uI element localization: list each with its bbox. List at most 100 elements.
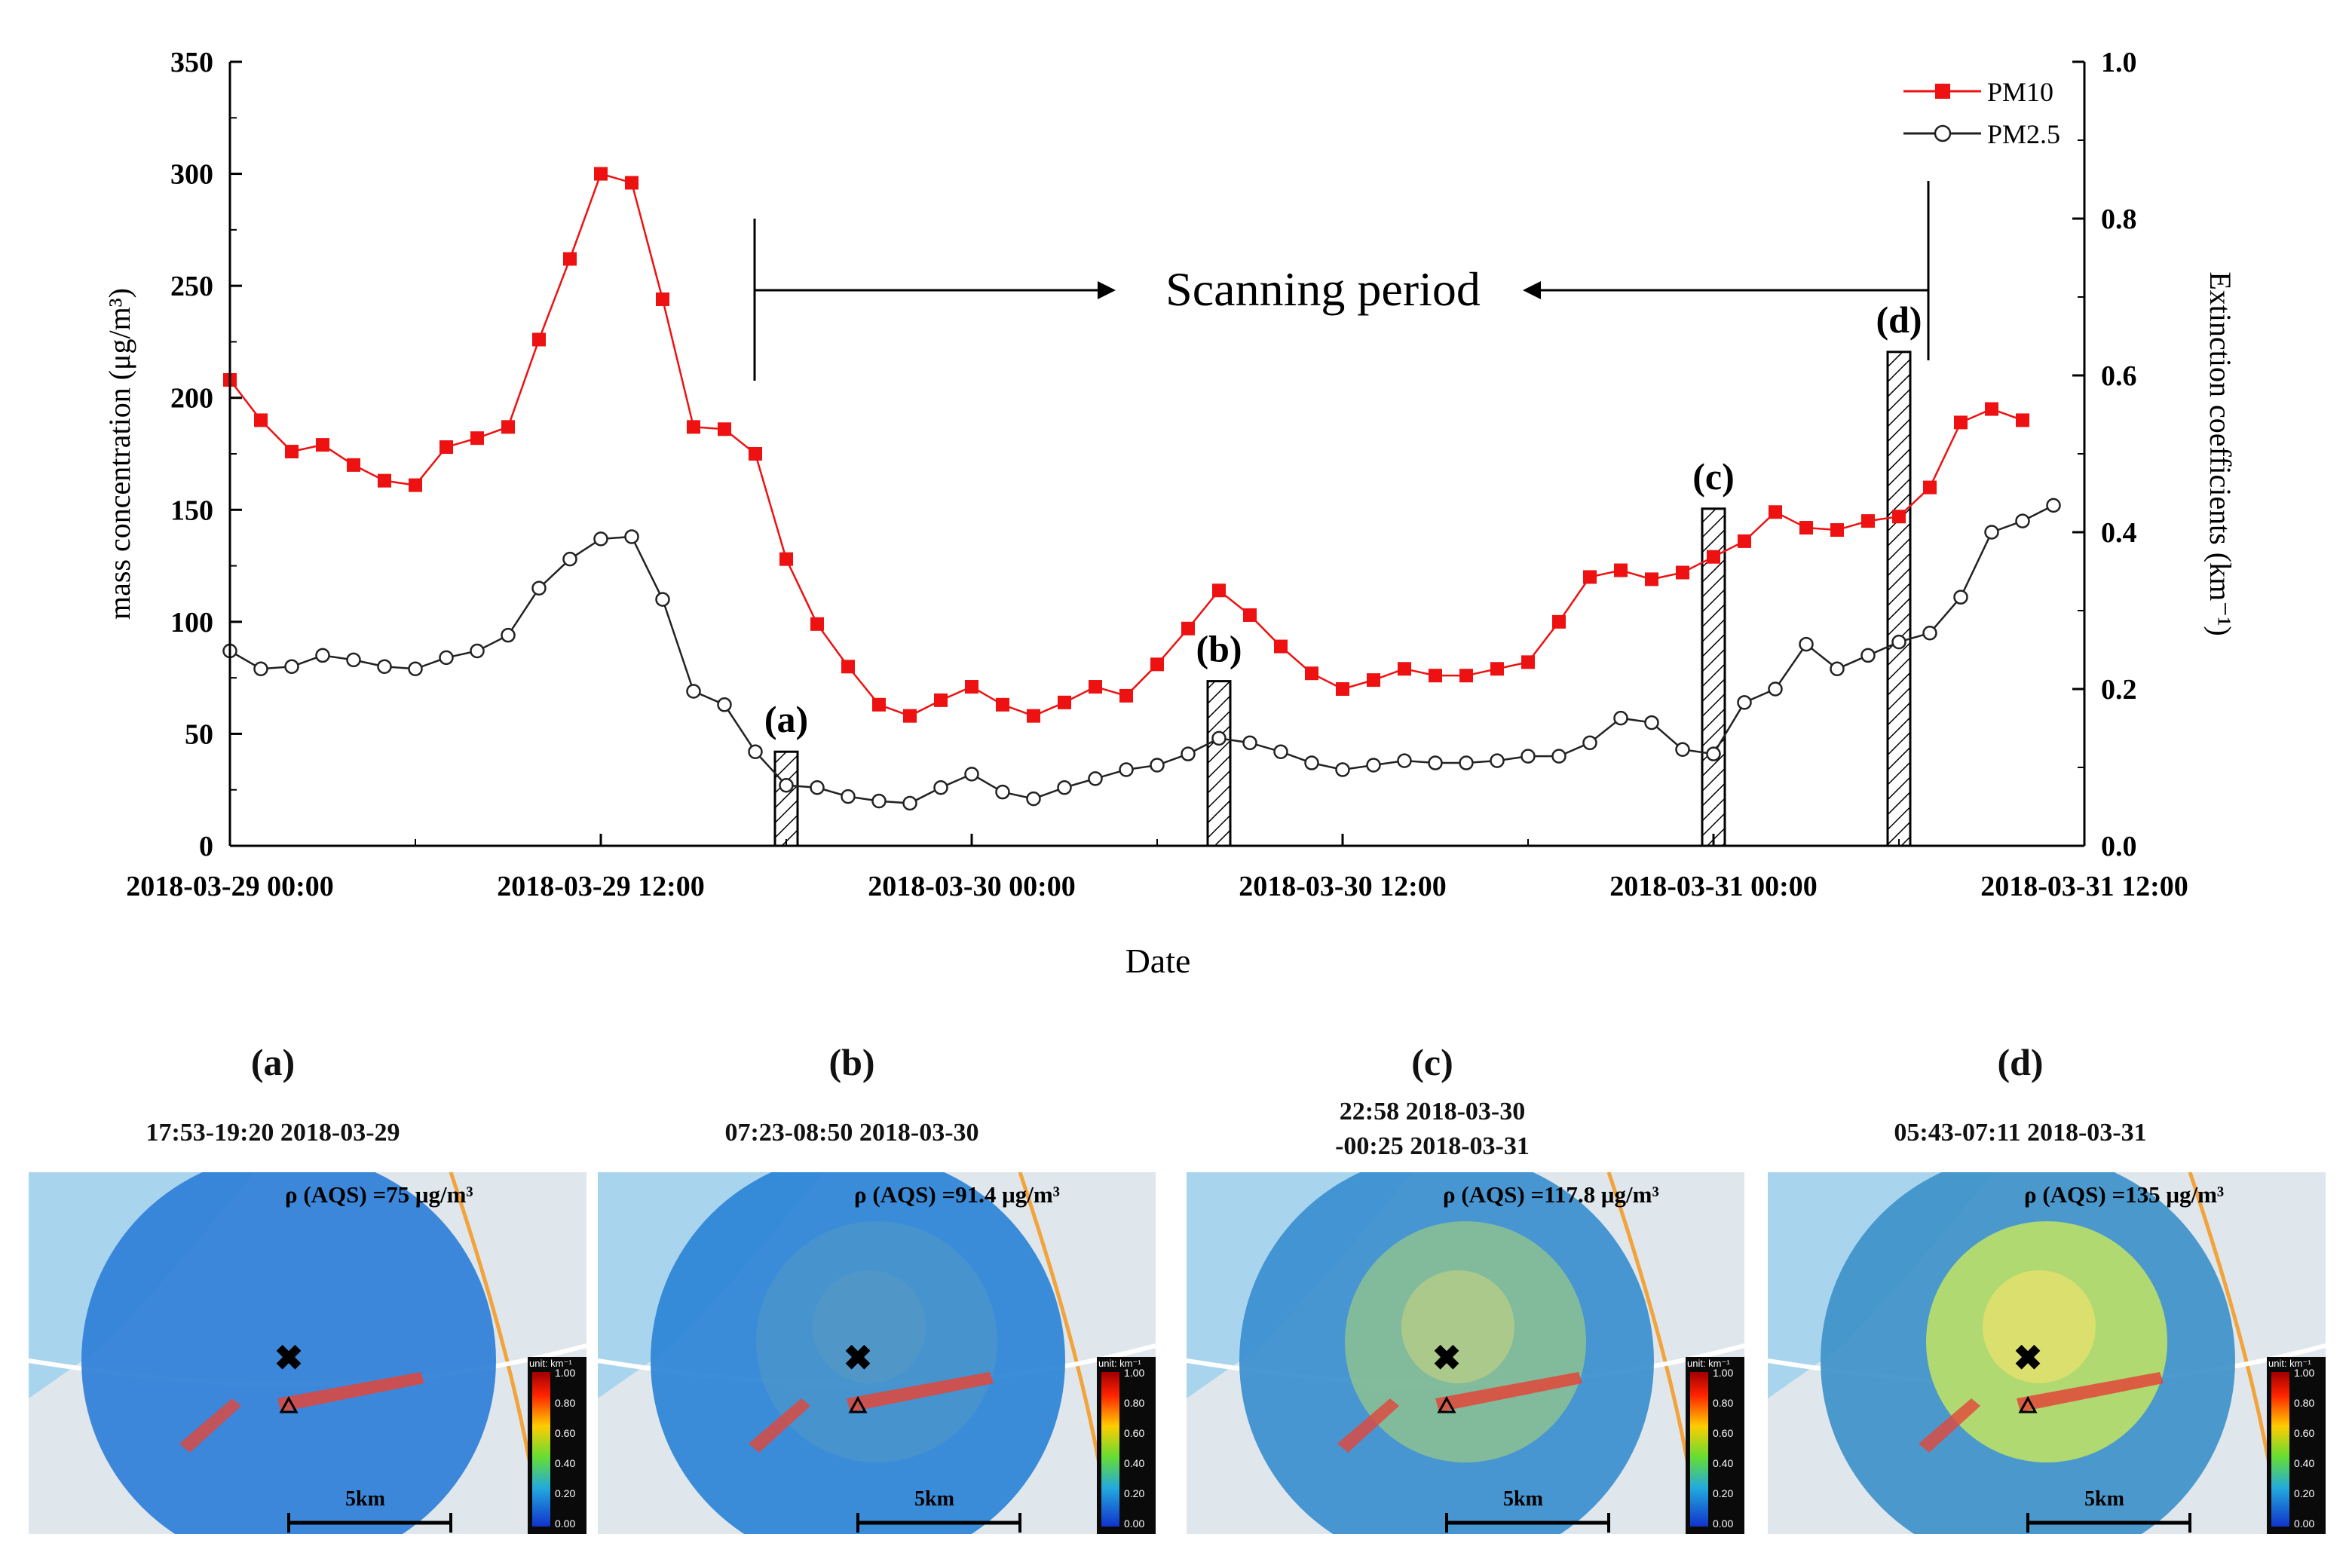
scan-left-arrowhead bbox=[1523, 281, 1541, 299]
extinction-bar bbox=[1206, 680, 1232, 847]
map-graphic: ✖ bbox=[598, 1172, 1156, 1534]
pm25-point bbox=[1768, 681, 1783, 697]
pm25-point bbox=[624, 529, 639, 544]
y-tick-label: 100 bbox=[170, 607, 213, 639]
colorbar bbox=[1101, 1372, 1119, 1527]
legend-pm25-marker bbox=[1934, 124, 1952, 142]
pm25-point bbox=[1551, 749, 1566, 764]
aqs-station-marker bbox=[1437, 1395, 1456, 1413]
y-axis-label: mass concentration (μg/m³) bbox=[103, 288, 136, 620]
map-graphic: ✖ bbox=[1187, 1172, 1744, 1534]
pm10-point bbox=[1892, 510, 1906, 524]
panel-d-time: 05:43-07:11 2018-03-31 bbox=[1894, 1119, 2147, 1147]
legend-pm10-label: PM10 bbox=[1987, 77, 2053, 107]
pm25-point bbox=[1891, 634, 1906, 650]
colorbar-tick-label: 0.80 bbox=[555, 1397, 576, 1409]
pm25-point bbox=[964, 767, 979, 782]
pm10-point bbox=[2016, 413, 2029, 427]
pm25-point bbox=[1211, 730, 1227, 746]
pm10-point bbox=[378, 473, 391, 488]
pm10-point bbox=[1799, 521, 1813, 535]
pm10-point bbox=[1367, 673, 1380, 688]
pm10-point bbox=[532, 332, 546, 347]
colorbar-unit: unit: km⁻¹ bbox=[1687, 1358, 1730, 1369]
pm10-point bbox=[1614, 563, 1628, 577]
x-tick-label: 2018-03-29 12:00 bbox=[497, 871, 704, 902]
pm25-point bbox=[1304, 755, 1319, 770]
pm25-point bbox=[1675, 742, 1690, 757]
pm25-point bbox=[2046, 498, 2061, 513]
pm25-point bbox=[501, 627, 516, 643]
pm25-point bbox=[779, 778, 794, 793]
pm10-point bbox=[1027, 709, 1040, 723]
panel-c-time: 22:58 2018-03-30 bbox=[1339, 1098, 1526, 1125]
pm25-point bbox=[439, 650, 454, 666]
pm25-point bbox=[686, 684, 701, 699]
pm25-point bbox=[1273, 744, 1288, 759]
y2-tick-label: 0.0 bbox=[2101, 831, 2137, 862]
pm10-point bbox=[1707, 550, 1720, 564]
pm10-point bbox=[1459, 669, 1473, 683]
legend-pm25-label: PM2.5 bbox=[1987, 119, 2060, 149]
pm10-point bbox=[347, 458, 360, 472]
pm10-point bbox=[872, 697, 886, 712]
panel-c-time2: -00:25 2018-03-31 bbox=[1335, 1132, 1530, 1160]
pm10-point bbox=[501, 420, 515, 434]
pm10-point bbox=[779, 552, 793, 566]
pm10-point bbox=[1181, 621, 1195, 635]
colorbar-tick-label: 0.40 bbox=[1124, 1457, 1145, 1469]
pm10-point bbox=[1830, 523, 1844, 537]
pm10-point bbox=[625, 176, 639, 190]
lidar-site-marker: ✖ bbox=[274, 1339, 304, 1377]
pm10-point bbox=[1490, 662, 1504, 676]
y2-tick-label: 0.8 bbox=[2101, 204, 2137, 235]
pm10-point bbox=[1243, 608, 1257, 622]
pm25-point bbox=[1119, 762, 1134, 777]
pm25-point bbox=[748, 744, 763, 759]
pm10-point bbox=[1769, 505, 1782, 519]
pm10-point bbox=[1429, 669, 1442, 683]
aqs-rho-label: ρ (AQS) =91.4 μg/m³ bbox=[854, 1181, 1060, 1208]
legend-pm10-marker bbox=[1935, 84, 1950, 99]
pm10-point bbox=[1305, 666, 1318, 681]
panel-b-label: (b) bbox=[828, 1041, 875, 1083]
pm25-point bbox=[655, 592, 670, 607]
pm10-point bbox=[934, 693, 948, 707]
aqs-rho-label: ρ (AQS) =135 μg/m³ bbox=[2024, 1181, 2225, 1208]
pm10-point bbox=[563, 252, 577, 266]
x-tick-label: 2018-03-30 00:00 bbox=[868, 871, 1075, 902]
pm25-point bbox=[902, 795, 917, 811]
chart-legend: PM10 PM2.5 bbox=[1903, 77, 2060, 149]
pm25-point bbox=[1922, 625, 1937, 641]
scan-right-arrowhead bbox=[1098, 281, 1116, 299]
pm10-point bbox=[439, 440, 453, 455]
time-series-chart: (a) (b) (c) (d) 0 50 100 150 200 250 300 350 0.0 0.2… bbox=[103, 47, 2237, 980]
lidar-map-a: ✖ ρ (AQS) =75 μg/m³ 5km unit: km⁻¹ 1.00 0.80 0… bbox=[29, 1172, 586, 1534]
panel-a-time: 17:53-19:20 2018-03-29 bbox=[145, 1119, 400, 1147]
scale-label: 5km bbox=[1503, 1487, 1543, 1511]
colorbar-tick-label: 0.00 bbox=[1713, 1517, 1734, 1530]
pm10-point bbox=[316, 438, 329, 452]
pm10-point bbox=[1552, 614, 1566, 629]
extinction-bar-label: (b) bbox=[1196, 628, 1242, 670]
pm10-point bbox=[1985, 402, 1998, 416]
pm25-point bbox=[408, 661, 423, 677]
y-tick-label: 200 bbox=[170, 383, 213, 415]
haze-core bbox=[1983, 1270, 2096, 1383]
colorbar-tick-label: 0.20 bbox=[2294, 1487, 2315, 1499]
colorbar-tick-label: 0.80 bbox=[1713, 1397, 1734, 1409]
pm10-point bbox=[749, 447, 762, 461]
pm25-point bbox=[1366, 758, 1381, 773]
pm10-point bbox=[285, 445, 299, 459]
pm25-point bbox=[933, 779, 948, 795]
panel-a-label: (a) bbox=[250, 1041, 296, 1083]
high-extinction-band bbox=[179, 1398, 241, 1453]
colorbar-tick-label: 1.00 bbox=[1713, 1367, 1734, 1379]
colorbar-tick-label: 0.60 bbox=[1124, 1427, 1145, 1439]
pm10-point bbox=[810, 617, 824, 631]
map-graphic: ✖ bbox=[29, 1172, 586, 1534]
aqs-rho-label: ρ (AQS) =117.8 μg/m³ bbox=[1443, 1181, 1659, 1208]
x-tick-label: 2018-03-31 12:00 bbox=[1980, 871, 2188, 902]
colorbar-unit: unit: km⁻¹ bbox=[1098, 1358, 1141, 1369]
pm25-point bbox=[1953, 590, 1968, 605]
